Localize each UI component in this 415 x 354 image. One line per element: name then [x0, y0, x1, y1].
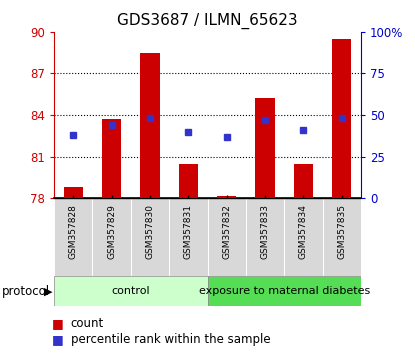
Bar — [208, 276, 361, 306]
Bar — [131, 198, 169, 276]
Bar — [169, 198, 208, 276]
Bar — [323, 198, 361, 276]
Text: protocol: protocol — [2, 285, 50, 298]
Bar — [208, 198, 246, 276]
Text: control: control — [111, 286, 150, 296]
Text: GSM357830: GSM357830 — [145, 205, 154, 259]
Text: ■: ■ — [52, 333, 64, 346]
Text: exposure to maternal diabetes: exposure to maternal diabetes — [199, 286, 370, 296]
Text: GSM357833: GSM357833 — [261, 205, 270, 259]
Bar — [246, 198, 284, 276]
Text: GSM357832: GSM357832 — [222, 205, 231, 259]
Text: count: count — [71, 318, 104, 330]
Bar — [332, 39, 352, 198]
Bar — [63, 187, 83, 198]
Bar — [256, 98, 275, 198]
Text: GDS3687 / ILMN_65623: GDS3687 / ILMN_65623 — [117, 12, 298, 29]
Text: GSM357828: GSM357828 — [68, 205, 78, 259]
Text: percentile rank within the sample: percentile rank within the sample — [71, 333, 270, 346]
Bar — [102, 119, 121, 198]
Text: GSM357829: GSM357829 — [107, 205, 116, 259]
Bar — [54, 198, 92, 276]
Bar — [294, 164, 313, 198]
Bar — [179, 164, 198, 198]
Text: ▶: ▶ — [44, 286, 52, 296]
Text: GSM357834: GSM357834 — [299, 205, 308, 259]
Bar — [284, 198, 323, 276]
Bar — [217, 196, 236, 198]
Text: GSM357831: GSM357831 — [184, 205, 193, 259]
Text: GSM357835: GSM357835 — [337, 205, 347, 259]
Bar — [93, 198, 131, 276]
Bar — [140, 53, 159, 198]
Text: ■: ■ — [52, 318, 64, 330]
Bar — [54, 276, 208, 306]
